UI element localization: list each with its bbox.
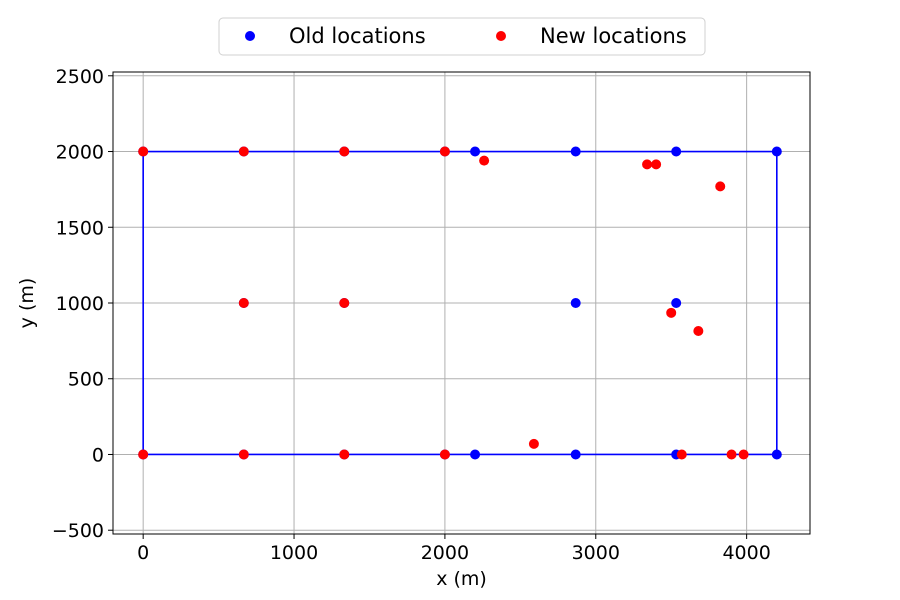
old-location-point [570,146,581,157]
new-location-point [726,449,737,460]
old-location-point [771,449,782,460]
new-location-point [339,298,350,308]
y-tick-label: 0 [92,444,104,466]
new-location-point [642,159,653,170]
old-location-point [570,449,581,460]
legend-marker-new [496,31,506,41]
new-location-point [439,146,450,157]
y-axis-ticks: −500 0 500 1000 1500 2000 2500 [52,66,113,542]
new-location-point [528,438,539,449]
new-location-point [738,449,749,460]
old-location-point [570,298,581,308]
legend-box [218,17,706,56]
old-location-point [671,146,682,157]
new-location-point [715,181,726,192]
y-tick-label: 1000 [56,293,104,315]
x-tick-label: 0 [137,542,149,564]
new-location-point [651,159,662,170]
x-tick-label: 2000 [421,542,469,564]
legend-marker-old [245,31,255,41]
new-location-point [479,155,490,166]
x-axis-ticks: 0 1000 2000 3000 4000 [137,534,771,564]
y-tick-label: −500 [52,520,104,542]
grid-lines [113,72,810,534]
points-layer [138,146,782,460]
y-axis-label: y (m) [16,278,38,329]
old-location-point [470,146,481,157]
x-tick-label: 4000 [722,542,770,564]
new-location-point [339,146,350,157]
legend: Old locations New locations [218,17,706,56]
new-location-point [238,449,249,460]
new-location-point [339,449,350,460]
new-location-point [693,326,704,337]
x-axis-label: x (m) [436,568,487,590]
new-location-point [138,146,149,157]
new-location-point [666,307,677,318]
x-tick-label: 1000 [270,542,318,564]
y-tick-label: 1500 [56,217,104,239]
new-location-point [238,298,249,308]
old-location-point [671,298,682,308]
y-tick-label: 2000 [56,142,104,164]
new-location-point [238,146,249,157]
legend-entry-old: Old locations [289,24,426,48]
x-tick-label: 3000 [572,542,620,564]
new-location-point [138,449,149,460]
y-tick-label: 2500 [56,66,104,88]
old-location-point [771,146,782,157]
new-location-point [439,449,450,460]
legend-entry-new: New locations [540,24,687,48]
y-tick-label: 500 [68,369,104,391]
old-location-point [470,449,481,460]
new-location-point [676,449,687,460]
